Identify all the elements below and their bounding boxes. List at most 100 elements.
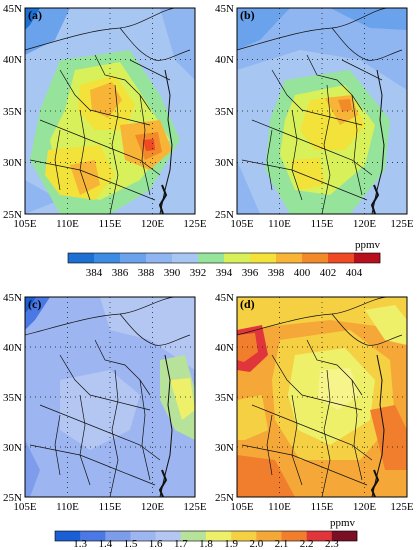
lon-tick: 110E [268, 501, 291, 513]
lon-tick: 105E [230, 501, 254, 513]
lon-tick: 125E [183, 218, 207, 230]
lat-tick: 35N [3, 106, 22, 118]
colorbar-tick-label: 390 [164, 267, 181, 279]
colorbar-swatch [331, 531, 358, 541]
lon-tick: 120E [141, 218, 165, 230]
colorbar-swatch [80, 531, 106, 541]
colorbar-swatch [206, 531, 232, 541]
panel-d-lat-ticks: 25N 30N 35N 40N 45N [215, 292, 234, 504]
lon-tick: 105E [13, 218, 37, 230]
colorbar-tick-label: 1.7 [174, 538, 188, 550]
lon-tick: 125E [183, 501, 207, 513]
panel-c: (c) 25N 30N 35N 40N 45N 105E 110E 115E 1… [3, 292, 207, 513]
lon-tick: 110E [56, 218, 79, 230]
lon-tick: 115E [311, 218, 334, 230]
panel-a-lon-ticks: 105E 110E 115E 120E 125E [13, 218, 207, 230]
colorbar-swatch [55, 531, 81, 541]
panel-a-map [25, 8, 195, 214]
colorbar-swatch [120, 253, 147, 263]
colorbar-ch4-swatches [54, 530, 358, 542]
panel-a-lat-ticks: 25N 30N 35N 40N 45N [3, 3, 22, 221]
colorbar-frame [67, 252, 381, 264]
colorbar-swatch [354, 253, 381, 263]
colorbar-tick-label: 1.3 [73, 538, 87, 550]
panel-a-frame [24, 7, 196, 215]
panel-b-frame [236, 7, 408, 215]
panel-c-lat-ticks: 25N 30N 35N 40N 45N [3, 292, 22, 504]
lat-tick: 30N [215, 442, 234, 454]
panel-c-map [25, 297, 195, 497]
panel-d-label: (d) [240, 297, 255, 311]
panel-b-lat-ticks: 25N 30N 35N 40N 45N [215, 3, 234, 221]
colorbar-swatch [302, 253, 329, 263]
lon-tick: 115E [99, 218, 122, 230]
colorbar-tick-label: 2.1 [275, 538, 289, 550]
panel-d-frame [236, 296, 408, 498]
lon-tick: 110E [56, 501, 79, 513]
colorbar-swatch [231, 531, 257, 541]
colorbar-swatch [172, 253, 199, 263]
colorbar-co2-unit: ppmv [355, 239, 381, 251]
panel-b: (b) 25N 30N 35N 40N 45N 105E 110E 115E 1… [215, 3, 414, 230]
colorbar-swatch [224, 253, 251, 263]
colorbar-tick-label: 2.2 [300, 538, 314, 550]
colorbar-tick-label: 394 [216, 267, 233, 279]
lon-tick: 105E [230, 218, 254, 230]
lon-tick: 120E [141, 501, 165, 513]
lat-tick: 45N [215, 292, 234, 304]
lat-tick: 35N [215, 392, 234, 404]
lat-tick: 35N [215, 106, 234, 118]
lat-tick: 30N [3, 157, 22, 169]
colorbar-tick-label: 388 [138, 267, 155, 279]
panel-b-map [237, 8, 407, 214]
colorbar-co2-ticks: 384 386 388 390 392 394 396 398 400 402 404 [86, 267, 363, 279]
colorbar-swatch [328, 253, 355, 263]
colorbar-tick-label: 1.4 [98, 538, 112, 550]
colorbar-co2: ppmv 384 386 388 390 392 394 396 398 400 402 404 [67, 239, 381, 279]
colorbar-tick-label: 400 [294, 267, 311, 279]
lat-tick: 45N [3, 292, 22, 304]
colorbar-swatch [94, 253, 121, 263]
lat-tick: 40N [3, 54, 22, 66]
colorbar-swatch [276, 253, 303, 263]
lon-tick: 110E [268, 218, 291, 230]
colorbar-tick-label: 1.8 [199, 538, 213, 550]
panel-c-lon-ticks: 105E 110E 115E 120E 125E [13, 501, 207, 513]
colorbar-swatch [105, 531, 131, 541]
panel-c-frame [24, 296, 196, 498]
colorbar-frame [54, 530, 358, 542]
panel-d-map [237, 297, 407, 497]
colorbar-tick-label: 1.5 [124, 538, 138, 550]
colorbar-tick-label: 402 [320, 267, 337, 279]
colorbar-tick-label: 1.9 [224, 538, 238, 550]
panel-d-lon-ticks: 105E 110E 115E 120E 125E [230, 501, 414, 513]
colorbar-swatch [155, 531, 182, 541]
lat-tick: 45N [3, 3, 22, 15]
colorbar-co2-swatches [67, 252, 381, 264]
lat-tick: 25N [3, 492, 22, 504]
colorbar-tick-label: 1.6 [149, 538, 163, 550]
panel-b-label: (b) [240, 8, 255, 22]
lat-tick: 25N [215, 492, 234, 504]
lat-tick: 25N [215, 209, 234, 221]
lon-tick: 120E [353, 501, 377, 513]
lon-tick: 120E [353, 218, 377, 230]
lon-tick: 125E [390, 501, 414, 513]
colorbar-tick-label: 398 [268, 267, 285, 279]
panel-d: (d) 25N 30N 35N 40N 45N 105E 110E 115E 1… [215, 292, 414, 513]
panel-b-lon-ticks: 105E 110E 115E 120E 125E [230, 218, 414, 230]
lat-tick: 40N [3, 342, 22, 354]
colorbar-swatch [180, 531, 207, 541]
panel-a: (a) 25N 30N 35N 40N 45N 105E 110E 115E 1… [3, 3, 207, 230]
colorbar-ch4-unit: ppmv [330, 517, 356, 529]
lon-tick: 125E [390, 218, 414, 230]
colorbar-swatch [250, 253, 277, 263]
lat-tick: 25N [3, 209, 22, 221]
colorbar-tick-label: 2.0 [249, 538, 263, 550]
lon-tick: 115E [311, 501, 334, 513]
colorbar-tick-label: 384 [86, 267, 103, 279]
lon-tick: 115E [99, 501, 122, 513]
lat-tick: 30N [3, 442, 22, 454]
colorbar-ch4-ticks: 1.3 1.4 1.5 1.6 1.7 1.8 1.9 2.0 2.1 2.2 2.3 [73, 538, 339, 550]
